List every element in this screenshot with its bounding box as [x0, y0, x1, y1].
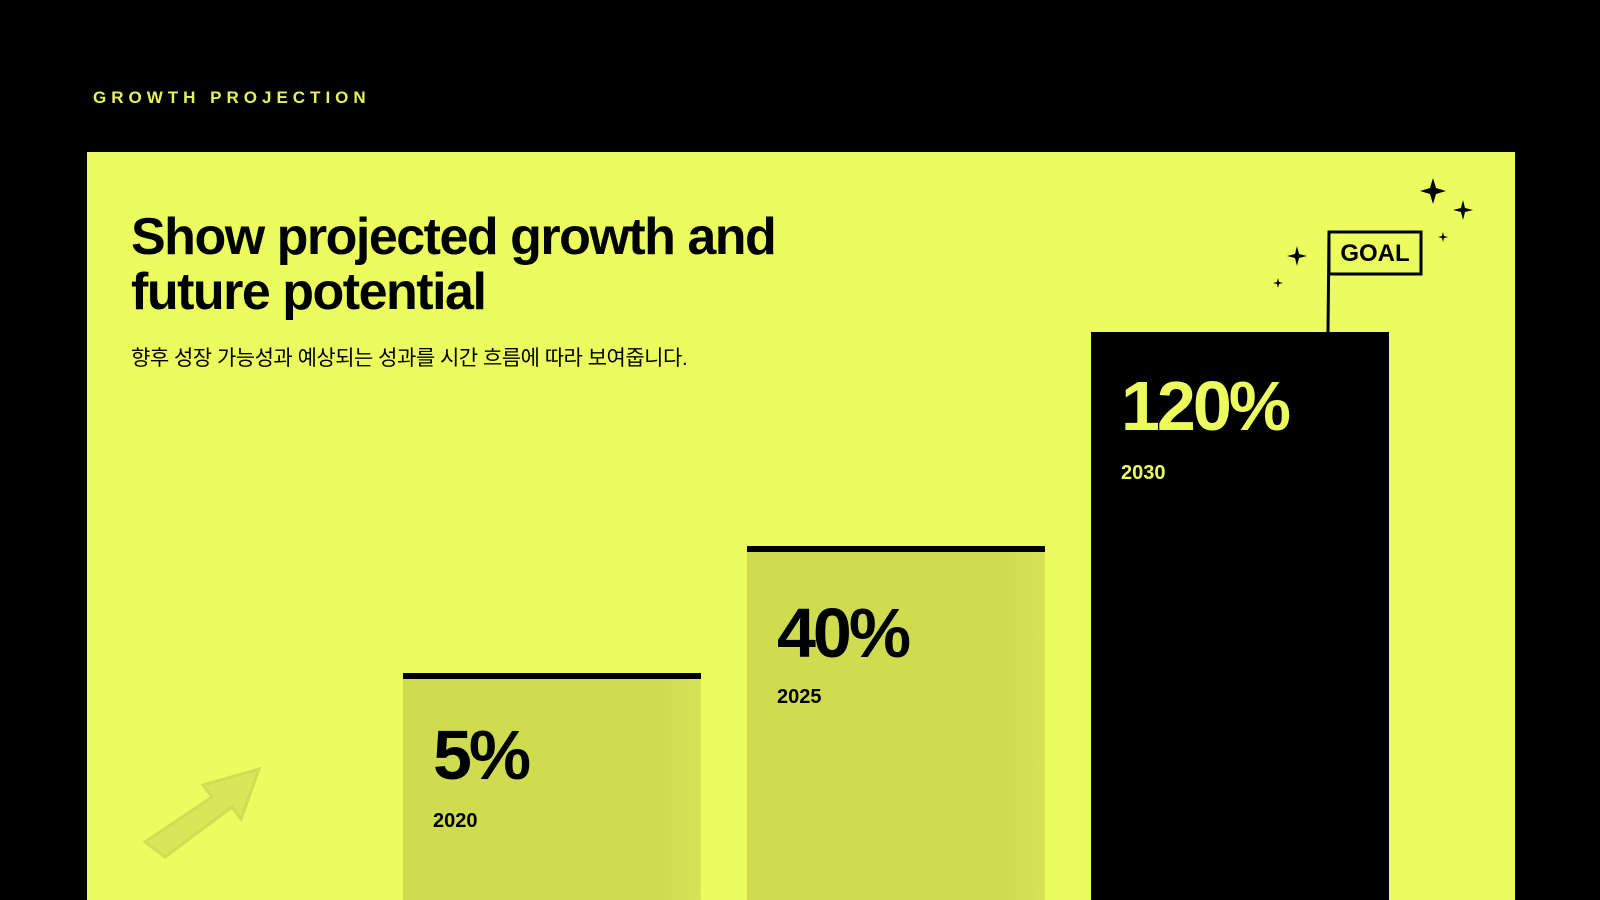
- slide-title: Show projected growth and future potenti…: [131, 208, 777, 321]
- step-year: 2025: [777, 686, 822, 708]
- step-year: 2020: [433, 810, 478, 832]
- step-bar: 40% 2025: [747, 546, 1045, 900]
- panel: Show projected growth and future potenti…: [87, 152, 1515, 900]
- subtitle: 향후 성장 가능성과 예상되는 성과를 시간 흐름에 따라 보여줍니다.: [131, 347, 688, 370]
- step-year: 2030: [1121, 462, 1166, 484]
- step-bar: 5% 2020: [403, 673, 701, 900]
- goal-flag: GOAL: [1273, 178, 1473, 333]
- section-label: GROWTH PROJECTION: [93, 88, 371, 107]
- step-value: 40%: [777, 594, 911, 672]
- goal-label: GOAL: [1340, 240, 1409, 267]
- step-bar: 120% 2030: [1091, 332, 1389, 900]
- step-value: 120%: [1121, 367, 1291, 445]
- arrow-doodle: [142, 766, 262, 859]
- step-value: 5%: [433, 716, 531, 794]
- title-line: future potential: [131, 263, 487, 321]
- title-line: Show projected growth and: [131, 208, 777, 266]
